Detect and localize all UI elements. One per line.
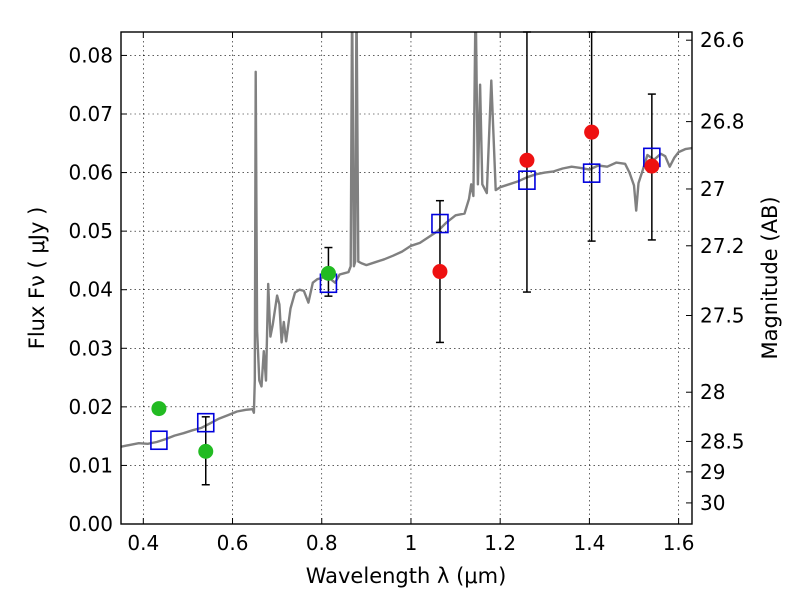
data-point [320,265,336,281]
x-tick-label: 1.6 [663,531,695,555]
model-band-square [150,430,168,451]
data-point [584,124,600,140]
y-tick-label: 0.05 [68,219,113,243]
y-tick-label: 0.06 [68,161,113,185]
x-tick-label: 0.4 [127,531,159,555]
data-point [644,158,660,174]
x-tick-label: 1.2 [484,531,516,555]
y-axis-left: 0.00 0.01 0.02 0.03 0.04 0.05 0.06 0.07 0.08 [68,43,127,536]
x-axis-title: Wavelength λ (μm) [306,564,507,588]
right-tick-label: 28 [700,380,725,404]
right-tick-label: 27.5 [700,303,745,327]
right-tick-label: 28.5 [700,429,745,453]
model-band-square [518,170,536,190]
y-tick-label: 0.03 [68,336,113,360]
right-tick-label: 29 [700,460,725,484]
plot-frame [120,31,693,525]
right-tick-label: 27.2 [700,234,745,258]
y-tick-label: 0.08 [68,43,113,67]
right-tick-label: 30 [700,491,725,515]
y-axis-title: Flux Fν ( μJy ) [25,207,49,350]
right-tick-label: 26.8 [700,110,745,134]
y-tick-label: 0.01 [68,453,113,477]
right-tick-label: 27 [700,177,725,201]
data-point [519,152,535,168]
model-spectrum-line [121,32,692,448]
model-band-square [582,163,601,183]
x-tick-label: 0.6 [217,531,249,555]
x-tick-label: 0.8 [306,531,338,555]
data-points-layer [151,124,660,459]
model-spectrum-layer [121,32,692,448]
x-tick-label: 1.4 [573,531,605,555]
data-point [432,264,448,280]
right-tick-label: 26.6 [700,28,745,52]
x-tick-label: 1 [405,531,418,555]
model-band-square [431,213,449,234]
model-band-layer [150,147,661,451]
y-axis-right-title: Magnitude (AB) [758,196,782,359]
grid-lines [121,32,692,524]
data-point [198,443,214,459]
y-tick-label: 0.00 [68,512,113,536]
y-tick-label: 0.07 [68,102,113,126]
model-band-square [196,412,215,433]
y-axis-right: 26.6 26.8 27 27.2 27.5 28 28.5 29 30 [686,28,745,515]
y-tick-label: 0.02 [68,395,113,419]
data-point [151,401,167,417]
x-axis: 0.4 0.6 0.8 1 1.2 1.4 1.6 [127,32,695,555]
y-tick-label: 0.04 [68,278,113,302]
